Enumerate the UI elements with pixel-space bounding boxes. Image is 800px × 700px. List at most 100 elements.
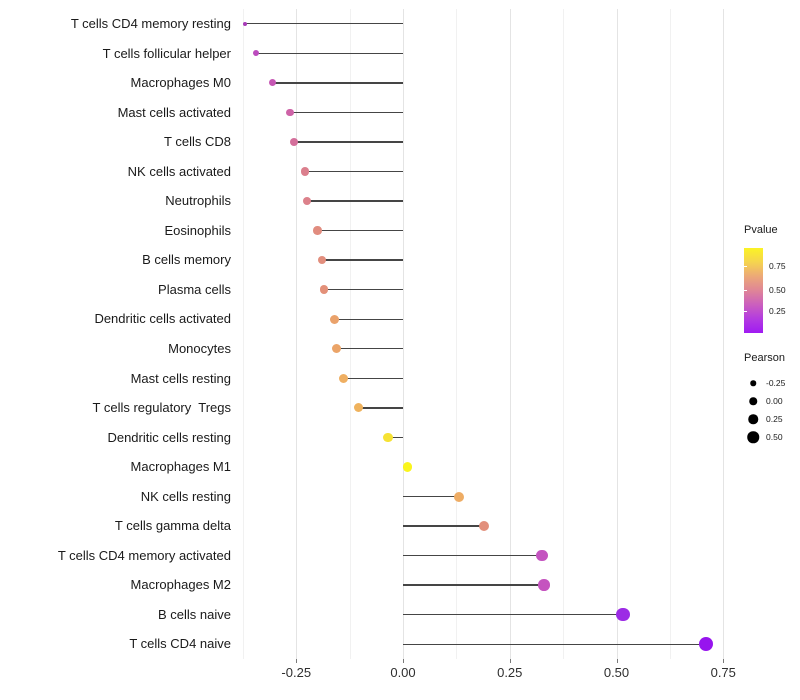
lollipop-stem	[403, 554, 542, 557]
y-axis-label: Dendritic cells resting	[107, 429, 231, 445]
pearson-legend-dot	[750, 380, 756, 386]
pvalue-colorbar-tick	[744, 310, 747, 312]
y-axis-label: Macrophages M0	[130, 75, 231, 91]
lollipop-stem	[306, 200, 403, 202]
lollipop-stem	[317, 229, 403, 232]
lollipop-stem	[336, 348, 403, 350]
lollipop-stem	[403, 495, 459, 498]
pearson-legend-dot	[747, 431, 759, 443]
gridline-minor	[349, 9, 351, 659]
y-axis-label: Macrophages M1	[130, 459, 231, 475]
gridline-minor	[669, 9, 671, 659]
gridline-major	[403, 9, 404, 659]
lollipop-point	[243, 21, 247, 26]
pearson-legend-item-label: 0.50	[766, 432, 783, 442]
lollipop-point	[290, 137, 299, 146]
lollipop-point	[402, 462, 413, 472]
lollipop-point	[478, 520, 490, 532]
pvalue-colorbar-tick-label: 0.50	[769, 284, 786, 295]
x-axis-tick-label: 0.00	[390, 665, 416, 680]
lollipop-point	[536, 549, 548, 562]
lollipop-point	[338, 373, 348, 383]
pearson-legend-dot	[748, 414, 758, 424]
gridline-major	[296, 9, 298, 659]
lollipop-point	[383, 432, 393, 443]
lollipop-point	[313, 226, 322, 235]
lollipop-point	[453, 491, 464, 502]
lollipop-stem	[324, 288, 403, 291]
pvalue-colorbar-tick-label: 0.25	[769, 305, 786, 316]
lollipop-point	[302, 196, 312, 206]
lollipop-point	[300, 167, 310, 176]
lollipop-point	[319, 285, 329, 294]
pvalue-colorbar-tick-label: 0.75	[769, 260, 786, 271]
lollipop-point	[286, 108, 294, 117]
lollipop-stem	[245, 23, 403, 25]
gridline-major	[509, 9, 511, 659]
lollipop-stem	[403, 584, 544, 586]
pearson-legend-title: Pearson	[744, 352, 785, 364]
lollipop-point	[353, 403, 363, 413]
pearson-legend-dot	[749, 397, 757, 405]
lollipop-point	[269, 79, 277, 87]
x-axis-tick-label: -0.25	[281, 665, 312, 680]
pvalue-colorbar-tick	[744, 289, 747, 291]
pvalue-colorbar: 0.75 0.50 0.25	[744, 248, 786, 333]
y-axis-label: Mast cells activated	[117, 104, 231, 120]
y-axis-label: T cells CD4 memory resting	[70, 16, 231, 31]
y-axis-label: B cells naive	[158, 606, 231, 622]
y-axis-label: Mast cells resting	[130, 370, 231, 386]
gridline-minor	[456, 9, 458, 659]
y-axis-labels: T cells CD4 memory resting T cells follic…	[0, 9, 231, 659]
lollipop-stem	[289, 111, 403, 114]
y-axis-label: Neutrophils	[165, 193, 231, 209]
y-axis-label: Plasma cells	[158, 281, 231, 297]
lollipop-point	[616, 607, 630, 622]
x-axis-tick	[296, 659, 298, 663]
gridline-major	[723, 9, 725, 659]
lollipop-stem	[388, 436, 403, 439]
plot-panel	[237, 9, 766, 659]
x-axis-tick	[509, 659, 511, 663]
lollipop-point	[317, 255, 327, 265]
pvalue-legend-title: Pvalue	[744, 224, 778, 236]
lollipop-stem	[321, 259, 403, 261]
y-axis-label: B cells memory	[142, 252, 231, 268]
x-axis-tick-label: 0.75	[710, 665, 736, 680]
lollipop-point	[330, 314, 340, 324]
y-axis-label: Dendritic cells activated	[94, 311, 231, 327]
lollipop-point	[538, 579, 550, 591]
y-axis-label: Monocytes	[168, 341, 231, 356]
y-axis-label: NK cells activated	[127, 163, 231, 179]
lollipop-stem	[358, 407, 403, 409]
x-axis: -0.25 0.00 0.25 0.50 0.75	[237, 659, 766, 689]
pearson-legend-item-label: 0.00	[766, 396, 783, 406]
lollipop-stem	[272, 82, 403, 84]
lollipop-stem	[403, 613, 623, 616]
x-axis-tick	[616, 659, 618, 663]
lollipop-stem	[403, 643, 707, 645]
y-axis-label: T cells regulatory Tregs	[92, 400, 231, 416]
pearson-legend: Pearson -0.25 0.00 0.25 0.50	[744, 352, 800, 443]
lollipop-stem	[334, 318, 403, 320]
lollipop-point	[252, 50, 259, 57]
lollipop-stem	[403, 525, 485, 527]
gridline-minor	[563, 9, 565, 659]
x-axis-tick-label: 0.50	[603, 665, 630, 680]
lollipop-stem	[255, 52, 403, 54]
y-axis-label: T cells CD8	[164, 134, 231, 150]
y-axis-label: Eosinophils	[164, 222, 232, 238]
lollipop-point	[698, 636, 714, 652]
y-axis-label: T cells gamma delta	[114, 518, 231, 534]
lollipop-stem	[343, 377, 403, 379]
pearson-legend-item-label: 0.25	[766, 414, 783, 424]
pearson-legend-item-label: -0.25	[766, 378, 786, 388]
pvalue-colorbar-tick	[744, 265, 747, 267]
lollipop-stem	[294, 141, 403, 143]
y-axis-label: T cells CD4 memory activated	[57, 547, 231, 563]
lollipop-stem	[304, 170, 403, 173]
y-axis-label: Macrophages M2	[130, 577, 231, 593]
y-axis-label: NK cells resting	[140, 488, 231, 504]
lollipop-point	[332, 344, 342, 354]
